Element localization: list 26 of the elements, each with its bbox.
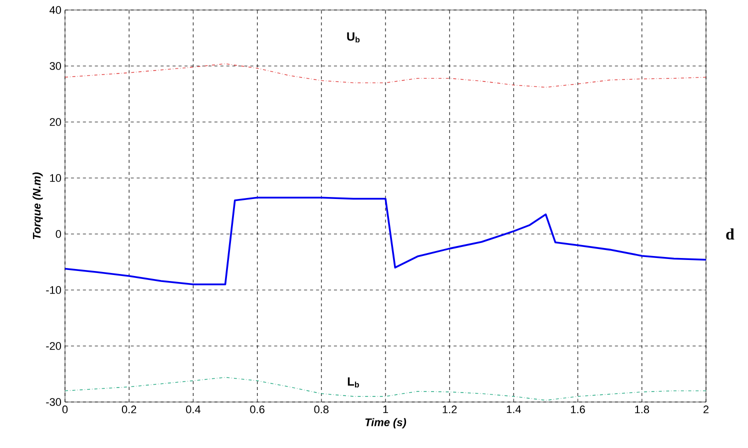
x-tick-label: 1.4 bbox=[506, 406, 521, 414]
x-tick-label: 0.8 bbox=[314, 406, 329, 414]
text: d bbox=[726, 228, 734, 240]
x-tick-label: 1.8 bbox=[635, 406, 650, 414]
y-tick-label: 40 bbox=[50, 6, 62, 14]
x-tick-label: 0 bbox=[62, 406, 68, 414]
x-tick-label: 0.6 bbox=[250, 406, 264, 414]
x-tick-label: 1.6 bbox=[571, 406, 585, 414]
annotation: U$_{b}$ bbox=[347, 32, 360, 42]
y-tick-label: -30 bbox=[46, 398, 62, 406]
annotation: L$_{b}$ bbox=[348, 377, 359, 388]
line-series bbox=[65, 196, 706, 286]
y-tick-label: 0 bbox=[56, 230, 62, 238]
y-tick-label: -10 bbox=[46, 286, 62, 294]
x-tick-label: 0.4 bbox=[186, 406, 200, 414]
x-tick-label: 0.2 bbox=[122, 406, 136, 414]
y-tick-label: 10 bbox=[50, 174, 62, 182]
line-series bbox=[65, 63, 706, 88]
x-axis-title: Time (s) bbox=[365, 418, 406, 428]
y-tick-label: 20 bbox=[50, 118, 62, 126]
x-tick-label: 1 bbox=[383, 406, 388, 414]
y-tick-label: -20 bbox=[46, 342, 62, 350]
x-tick-label: 2 bbox=[704, 406, 709, 414]
x-tick-label: 1.2 bbox=[442, 406, 457, 414]
y-tick-label: 30 bbox=[50, 62, 62, 70]
y-axis-title: Torque (N.m) bbox=[32, 172, 43, 240]
